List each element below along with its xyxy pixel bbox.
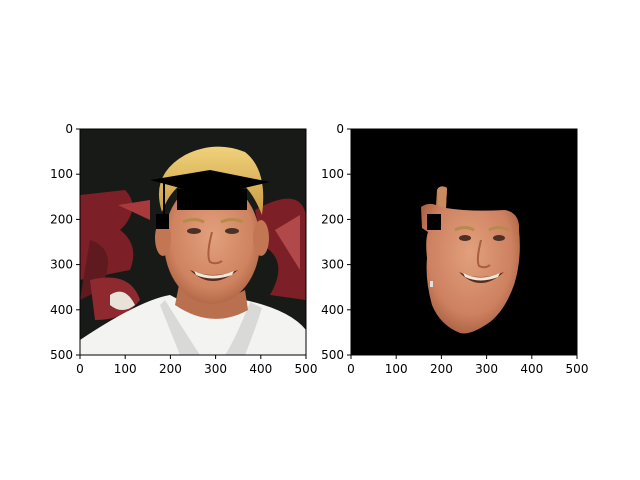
right-xtick-label: 200 — [430, 362, 453, 376]
left-ytick-label: 100 — [50, 167, 73, 181]
cap-top-shape — [150, 170, 270, 196]
left-xtick-label: 200 — [159, 362, 182, 376]
left-xtick-label: 0 — [76, 362, 84, 376]
logo-graphic — [80, 190, 306, 320]
right-ytick-label: 300 — [321, 258, 344, 272]
right-xtick-label: 400 — [520, 362, 543, 376]
left-ytick-label: 300 — [50, 258, 73, 272]
right-xtick-label: 100 — [385, 362, 408, 376]
right-ytick-label: 100 — [321, 167, 344, 181]
right-xtick-label: 300 — [475, 362, 498, 376]
cap-band-shape — [177, 189, 247, 210]
right-ytick-label: 400 — [321, 303, 344, 317]
right-xtick-label: 500 — [566, 362, 589, 376]
left-ytick-label: 400 — [50, 303, 73, 317]
left-xtick-label: 100 — [114, 362, 137, 376]
face — [164, 180, 260, 304]
hair — [158, 146, 264, 215]
segmented-face — [421, 186, 520, 334]
right-image — [351, 129, 577, 355]
right-axes-frame — [350, 128, 578, 356]
left-xtick-label: 300 — [204, 362, 227, 376]
left-xtick-label: 400 — [249, 362, 272, 376]
right-ytick-label: 0 — [336, 122, 344, 136]
right-xtick-label: 0 — [347, 362, 355, 376]
left-image — [80, 129, 306, 355]
left-ytick-label: 0 — [65, 122, 73, 136]
square-marker-shape — [427, 214, 441, 230]
graduation-cap — [150, 170, 270, 229]
left-axes-frame — [79, 128, 307, 356]
left-ytick-label: 200 — [50, 212, 73, 226]
left-ytick-label: 500 — [50, 348, 73, 362]
left-xtick-label: 500 — [295, 362, 318, 376]
tassel-string-shape — [163, 183, 165, 215]
tassel-shape — [156, 214, 169, 229]
right-ytick-label: 500 — [321, 348, 344, 362]
right-ytick-label: 200 — [321, 212, 344, 226]
